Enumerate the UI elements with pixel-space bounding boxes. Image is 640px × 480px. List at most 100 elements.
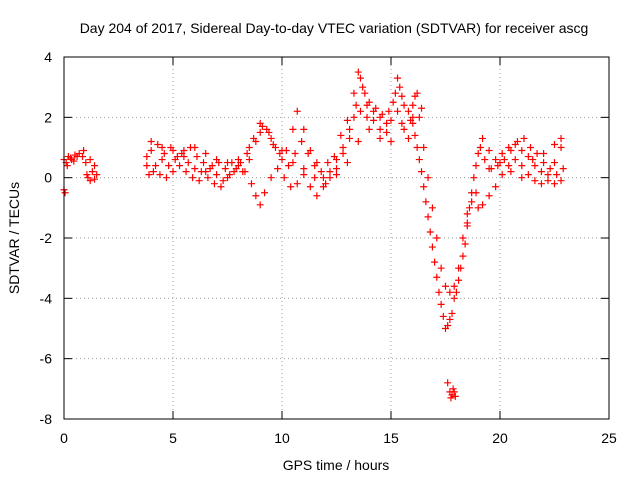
- data-point-plus: [278, 156, 286, 164]
- data-point-plus: [300, 171, 308, 179]
- data-point-plus: [361, 89, 369, 97]
- x-axis-tick-labels: 0 5 10 15 20 25: [60, 430, 617, 446]
- data-point-plus: [455, 264, 463, 272]
- y-tick-label: -8: [40, 411, 53, 427]
- data-point-plus: [256, 128, 264, 136]
- data-point-plus: [400, 101, 408, 109]
- data-point-plus: [184, 159, 192, 167]
- data-point-plus: [269, 140, 277, 148]
- data-point-plus: [202, 168, 210, 176]
- data-point-plus: [465, 204, 473, 212]
- y-tick-label: -4: [40, 290, 53, 306]
- data-point-plus: [420, 144, 428, 151]
- data-point-plus: [474, 150, 482, 158]
- data-point-plus: [287, 183, 295, 191]
- data-point-plus: [518, 174, 526, 182]
- data-point-plus: [143, 162, 151, 170]
- data-point-plus: [165, 162, 173, 170]
- data-point-plus: [531, 177, 539, 185]
- data-point-plus: [83, 171, 91, 179]
- data-point-plus: [551, 140, 558, 148]
- data-point-plus: [61, 189, 69, 197]
- data-point-plus: [557, 134, 565, 142]
- data-point-plus: [413, 144, 421, 151]
- data-point-plus: [398, 119, 406, 127]
- data-point-plus: [86, 156, 94, 164]
- data-point-plus: [339, 150, 347, 158]
- data-point-plus: [243, 150, 251, 158]
- data-point-plus: [326, 174, 334, 182]
- data-point-plus: [415, 156, 423, 164]
- data-point-plus: [439, 312, 447, 320]
- data-point-plus: [540, 150, 548, 158]
- data-point-plus: [450, 388, 458, 396]
- data-point-plus: [319, 174, 327, 182]
- data-point-plus: [156, 171, 164, 179]
- data-point-plus: [470, 174, 478, 182]
- data-point-plus: [252, 192, 260, 200]
- data-point-plus: [540, 159, 548, 167]
- data-point-plus: [213, 171, 221, 179]
- data-point-plus: [82, 159, 90, 167]
- data-point-plus: [245, 156, 253, 164]
- data-point-plus: [193, 153, 201, 161]
- y-tick-label: -6: [40, 351, 53, 367]
- data-point-plus: [450, 294, 458, 302]
- data-point-plus: [376, 125, 384, 133]
- data-point-plus: [169, 168, 177, 176]
- data-point-plus: [372, 104, 380, 112]
- data-point-plus: [448, 309, 456, 317]
- data-point-plus: [442, 282, 449, 290]
- data-point-plus: [333, 165, 340, 173]
- x-tick-label: 15: [383, 430, 399, 446]
- data-point-plus: [424, 174, 432, 182]
- data-point-plus: [337, 131, 345, 139]
- data-point-plus: [507, 168, 515, 176]
- data-point-plus: [420, 183, 428, 191]
- data-point-plus: [531, 162, 539, 170]
- data-point-plus: [195, 177, 203, 185]
- data-point-plus: [511, 156, 519, 164]
- data-point-plus: [533, 150, 541, 158]
- data-point-plus: [91, 162, 99, 170]
- data-point-plus: [67, 154, 75, 162]
- data-point-plus: [202, 150, 210, 158]
- data-point-plus: [73, 153, 81, 161]
- data-point-plus: [498, 171, 506, 179]
- data-point-plus: [461, 240, 469, 248]
- data-point-plus: [363, 113, 371, 121]
- data-point-plus: [463, 210, 471, 218]
- data-point-plus: [472, 162, 480, 170]
- data-point-plus: [404, 107, 412, 115]
- data-point-plus: [256, 201, 264, 209]
- data-point-plus: [354, 68, 362, 76]
- data-point-plus: [300, 165, 308, 173]
- data-point-plus: [356, 107, 364, 115]
- data-point-plus: [398, 92, 406, 100]
- data-point-plus: [559, 165, 567, 173]
- data-point-plus: [322, 180, 330, 188]
- data-point-plus: [433, 234, 441, 242]
- data-point-plus: [481, 156, 489, 164]
- data-point-plus: [291, 150, 299, 158]
- data-point-plus: [444, 379, 452, 387]
- data-point-plus: [278, 147, 286, 155]
- data-point-plus: [383, 128, 391, 136]
- data-point-plus: [500, 156, 508, 164]
- data-point-plus: [400, 125, 408, 133]
- data-point-plus: [479, 201, 487, 209]
- data-point-plus: [274, 165, 282, 173]
- data-point-plus: [200, 159, 208, 167]
- data-point-plus: [217, 183, 225, 191]
- data-point-plus: [415, 113, 423, 121]
- data-point-plus: [485, 147, 493, 155]
- data-point-plus: [359, 83, 367, 91]
- data-point-plus: [326, 168, 334, 176]
- data-point-plus: [191, 144, 199, 151]
- data-point-plus: [191, 165, 199, 173]
- data-point-plus: [324, 159, 332, 167]
- data-point-plus: [245, 144, 253, 151]
- data-point-plus: [524, 153, 532, 161]
- data-point-plus: [450, 282, 458, 290]
- x-tick-label: 0: [60, 430, 68, 446]
